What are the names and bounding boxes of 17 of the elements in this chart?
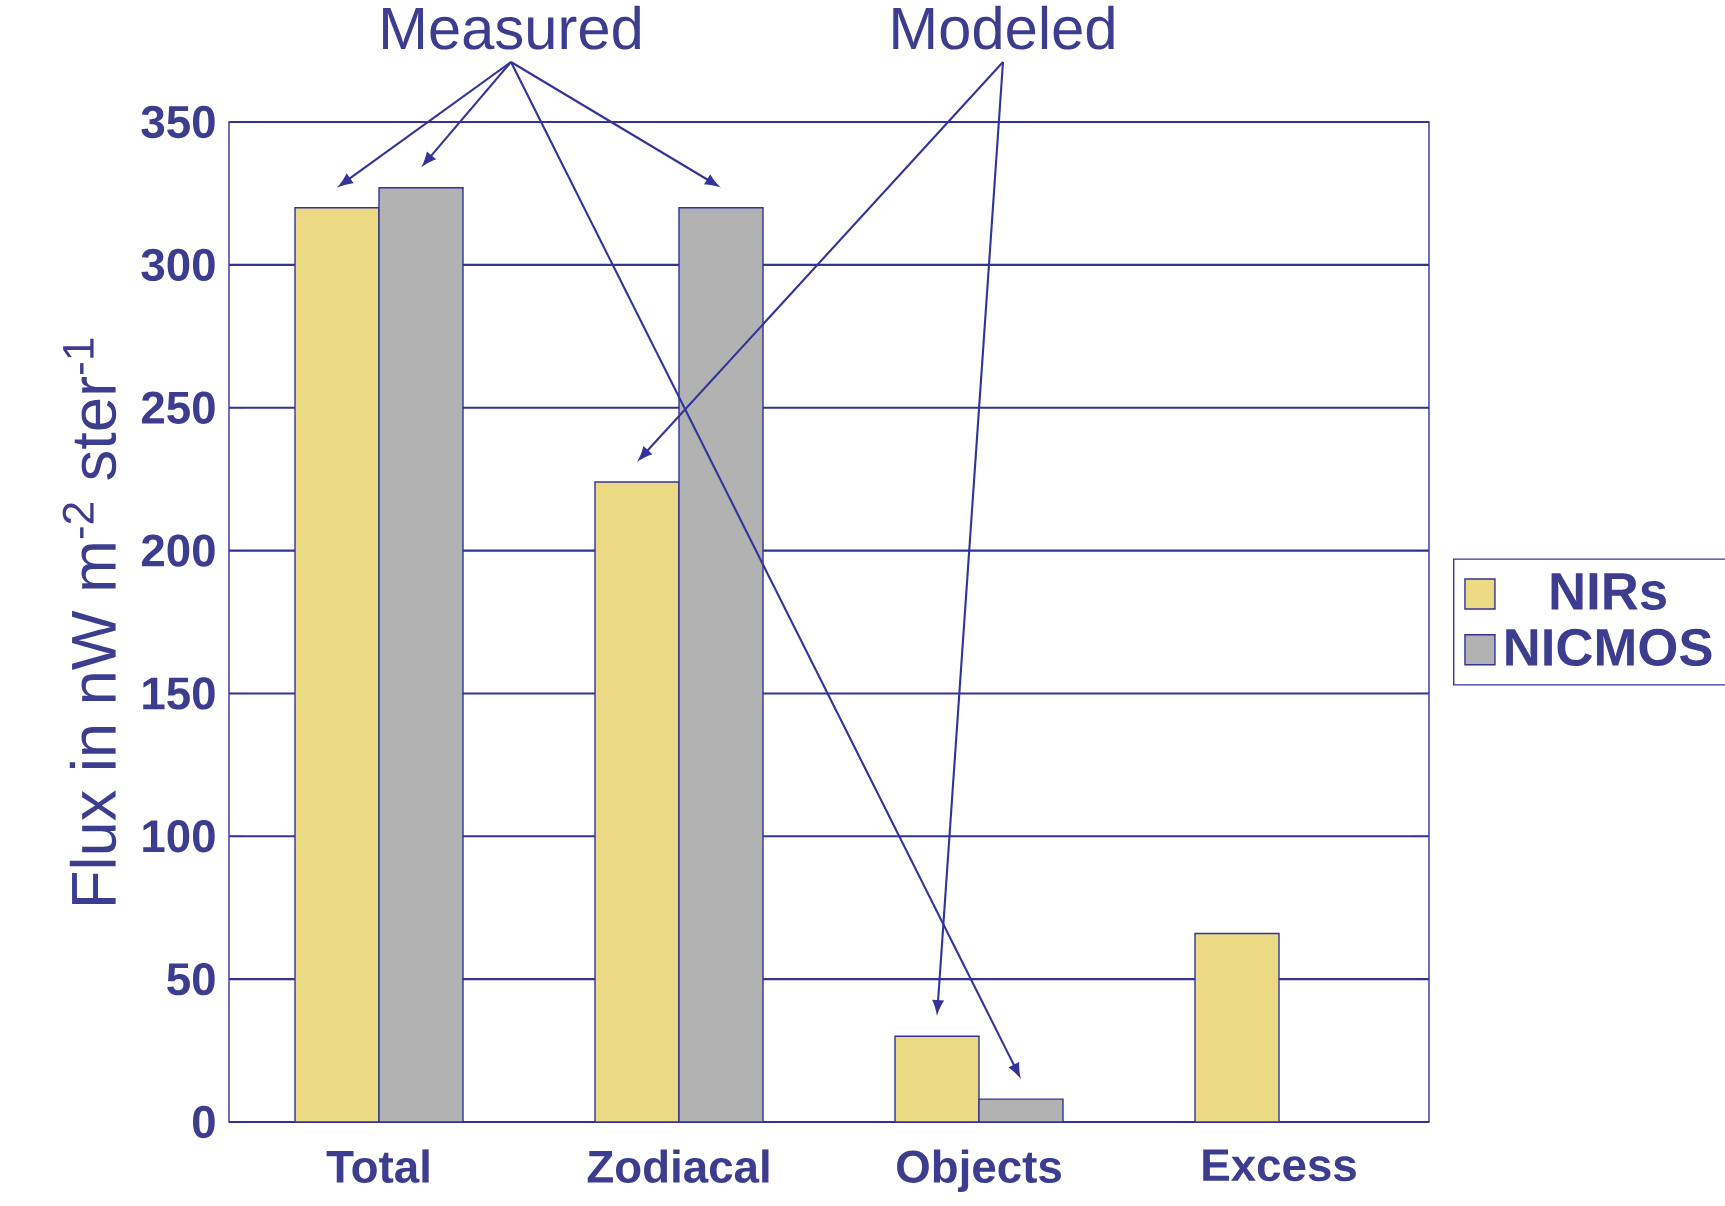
legend-label: NIRs xyxy=(1551,573,1666,610)
text: Measured xyxy=(383,5,640,50)
y-tick-label: 200 xyxy=(141,534,215,567)
y-tick-label: 100 xyxy=(143,820,215,853)
x-tick-label: Excess xyxy=(1203,1149,1356,1182)
y-tick-label: 150 xyxy=(143,677,215,710)
y-tick-label: 50 xyxy=(167,962,215,996)
x-tick-label: Zodiacal xyxy=(587,1149,769,1183)
text: Modeled xyxy=(893,5,1114,50)
y-tick-label: 0 xyxy=(192,1105,215,1139)
y-tick-label: 350 xyxy=(141,105,215,139)
x-tick-label: Total xyxy=(326,1149,429,1183)
x-tick-label: Objects xyxy=(897,1149,1061,1192)
y-axis-title: Flux in nW m$^{-2}$ ster$^{-1}$ xyxy=(62,338,117,904)
y-tick-label: 250 xyxy=(141,391,215,424)
y-tick-label: 300 xyxy=(141,248,215,282)
legend-label: NICMOS xyxy=(1506,628,1712,667)
